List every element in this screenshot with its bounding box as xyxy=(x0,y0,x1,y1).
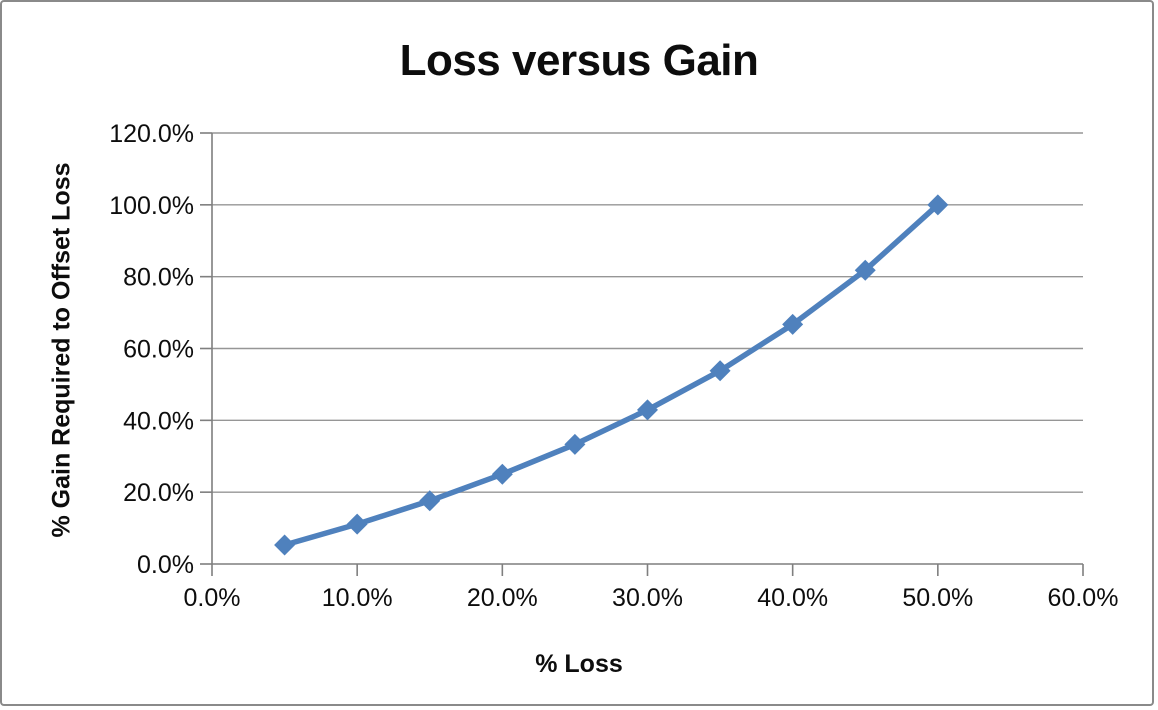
y-tick-label: 100.0% xyxy=(109,192,194,220)
y-tick-label: 120.0% xyxy=(109,120,194,148)
y-tick-label: 60.0% xyxy=(123,336,194,364)
y-tick-label: 80.0% xyxy=(123,264,194,292)
data-point-marker xyxy=(491,463,513,485)
x-tick-label: 60.0% xyxy=(1048,584,1119,612)
data-point-marker xyxy=(564,433,586,455)
data-point-marker xyxy=(274,534,296,556)
x-tick-label: 50.0% xyxy=(902,584,973,612)
x-tick-label: 10.0% xyxy=(322,584,393,612)
y-tick-label: 0.0% xyxy=(137,551,194,579)
x-tick-label: 0.0% xyxy=(184,584,241,612)
y-tick-label: 20.0% xyxy=(123,479,194,507)
y-tick-label: 40.0% xyxy=(123,407,194,435)
x-tick-label: 20.0% xyxy=(467,584,538,612)
data-point-marker xyxy=(346,513,368,535)
data-point-marker xyxy=(927,194,949,216)
series-line xyxy=(281,202,941,548)
data-point-marker xyxy=(782,313,804,335)
x-tick-label: 40.0% xyxy=(757,584,828,612)
x-tick-label: 30.0% xyxy=(612,584,683,612)
data-point-marker xyxy=(854,259,876,281)
x-axis-title: % Loss xyxy=(535,650,623,678)
chart-title: Loss versus Gain xyxy=(399,36,759,85)
data-point-marker xyxy=(419,490,441,512)
data-point-marker xyxy=(637,399,658,421)
data-point-marker xyxy=(709,360,731,382)
